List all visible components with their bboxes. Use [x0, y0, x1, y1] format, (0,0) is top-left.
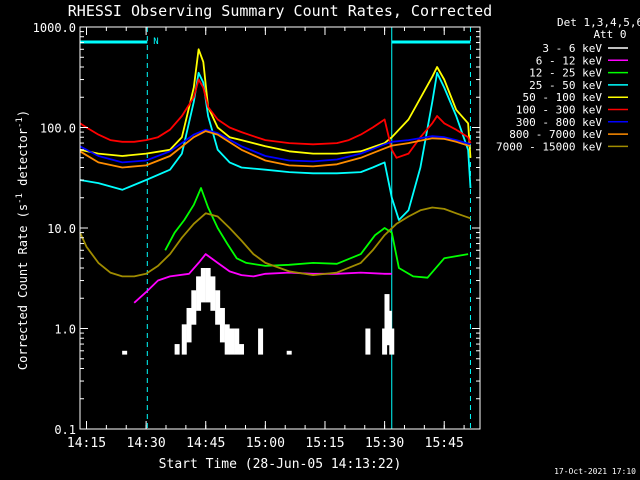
series-1-line	[133, 253, 392, 304]
series-7-line	[79, 130, 471, 169]
x-tick-label-6: 15:45	[425, 436, 464, 451]
legend-label-5: 100 - 300 keV	[516, 104, 602, 117]
series-6-line	[79, 128, 471, 164]
series-0-bar-6	[200, 267, 206, 303]
series-4-line	[79, 48, 472, 158]
timestamp: 17-Oct-2021 17:10	[554, 467, 636, 476]
legend-label-4: 50 - 100 keV	[523, 91, 603, 104]
series-0-bar-5	[196, 276, 202, 311]
series-0-bar-18	[382, 328, 388, 355]
legend-label-7: 800 - 7000 keV	[509, 128, 602, 141]
series-0-bar-11	[224, 324, 230, 355]
series-0-bar-10	[219, 307, 225, 343]
series-0-bar-1	[174, 344, 180, 355]
x-tick-label-3: 15:00	[246, 436, 285, 451]
legend-label-3: 25 - 50 keV	[529, 79, 602, 92]
series-0-bar-20	[386, 310, 392, 346]
series-0-bar-17	[365, 328, 371, 355]
series-0-bar-7	[205, 267, 211, 303]
axes: 0.1 1.0 10.0 100.0 1000.0 14:15 14:30 14:45 15:0…	[33, 21, 480, 451]
series-0-bar-2	[181, 324, 187, 355]
x-tick-label-1: 14:30	[127, 436, 166, 451]
series-0-bar-15	[258, 328, 264, 355]
chart-title: RHESSI Observing Summary Count Rates, Co…	[68, 2, 492, 20]
series-5-line	[79, 78, 472, 159]
legend-label-1: 6 - 12 keV	[536, 54, 603, 67]
y-tick-label-0: 0.1	[54, 423, 76, 437]
series-0-bar-13	[234, 328, 240, 355]
legend-label-8: 7000 - 15000 keV	[496, 140, 602, 153]
series-0-bar-4	[191, 290, 197, 325]
legend-label-6: 300 - 800 keV	[516, 116, 602, 129]
y-tick-label-3: 100.0	[40, 122, 76, 136]
y-tick-label-1: 1.0	[54, 323, 76, 337]
x-tick-label-4: 15:15	[305, 436, 344, 451]
legend-title-line-1: Det 1,3,4,5,6,9,	[557, 16, 640, 29]
series-8-line	[79, 206, 471, 278]
x-tick-label-0: 14:15	[67, 436, 106, 451]
y-axis-label: Corrected Count Rate (s-1 detector-1)	[15, 110, 30, 370]
y-tick-label-2: 10.0	[47, 222, 76, 236]
x-tick-label-2: 14:45	[186, 436, 225, 451]
series-0-bar-21	[389, 328, 395, 355]
series-0-bar-0	[122, 350, 128, 355]
series-0-bar-14	[239, 344, 245, 355]
series-0-bar-3	[186, 307, 192, 343]
legend-title-line-2: Att 0	[593, 28, 626, 41]
series-0-bar-8	[210, 276, 216, 311]
series-0-bar-12	[229, 328, 235, 355]
legend-label-2: 12 - 25 keV	[529, 67, 602, 80]
series-3-line	[79, 71, 472, 221]
series-2-line	[164, 187, 469, 279]
y-tick-label-4: 1000.0	[33, 21, 76, 35]
night-marker: N	[153, 37, 158, 47]
legend-label-0: 3 - 6 keV	[542, 42, 602, 55]
x-axis-label: Start Time (28-Jun-05 14:13:22)	[159, 457, 402, 472]
x-tick-label-5: 15:30	[365, 436, 404, 451]
series-0-bar-16	[286, 350, 292, 355]
series-0-bar-9	[215, 290, 221, 325]
